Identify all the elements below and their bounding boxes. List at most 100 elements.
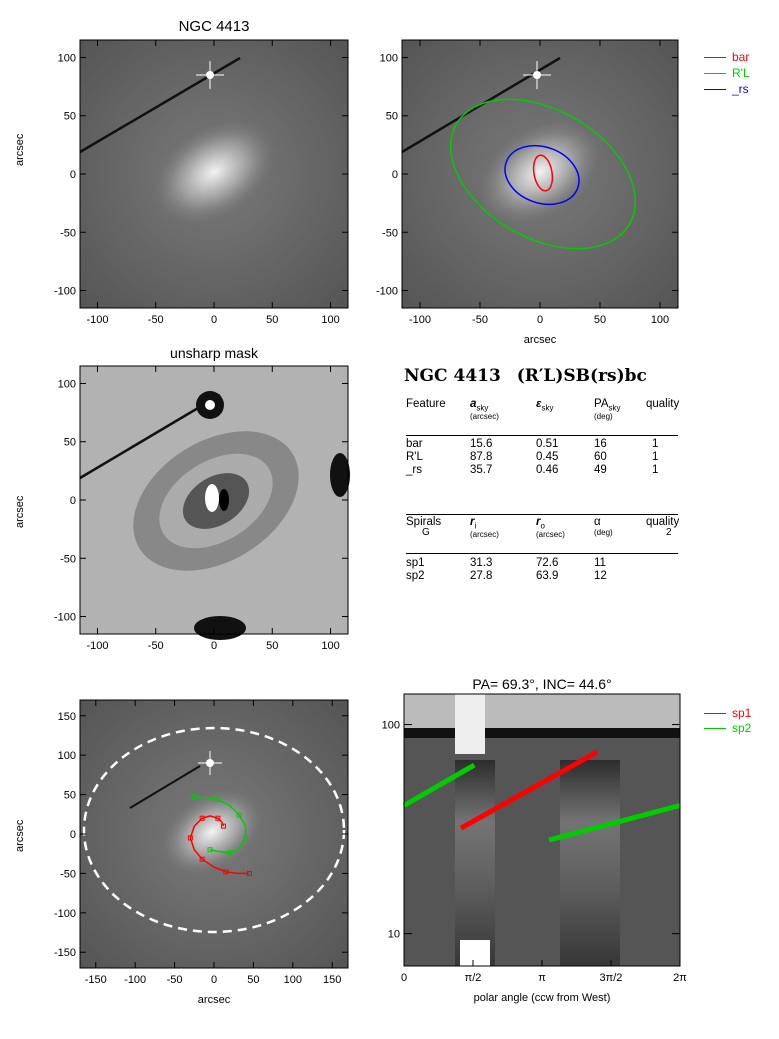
spiral-marker — [199, 856, 205, 862]
legend-line — [704, 713, 726, 714]
x-tick-label: -50 — [148, 640, 164, 652]
spiral-marker — [243, 835, 249, 841]
x-tick-label: -100 — [124, 974, 146, 986]
table-cell: R'L — [406, 451, 423, 463]
legend-label: sp1 — [732, 706, 752, 720]
panel2-frame — [401, 39, 679, 309]
table-cell: 1 — [652, 464, 659, 476]
spiral-sp2 — [194, 796, 247, 854]
y-tick-label: 0 — [392, 169, 398, 181]
table-cell: 0.45 — [536, 451, 559, 463]
x-tick-label: -100 — [409, 314, 431, 326]
x-tick-label: 50 — [266, 640, 278, 652]
features-rule — [406, 435, 678, 436]
table-cell: 0.51 — [536, 438, 559, 450]
panel6-title: PA= 69.3°, INC= 44.6° — [472, 676, 612, 692]
spiral-marker — [207, 847, 213, 853]
spiral-marker — [220, 823, 226, 829]
header-quality: quality 2 — [646, 516, 680, 538]
panel2-xlabel: arcsec — [523, 334, 557, 346]
x-tick-label: π/2 — [465, 972, 482, 984]
x-tick-label: -50 — [472, 314, 488, 326]
y-tick-label: -50 — [60, 868, 76, 880]
polar-line-sp2 — [548, 803, 681, 843]
x-tick-label: -50 — [167, 974, 183, 986]
y-tick-label: 100 — [382, 720, 400, 732]
y-tick-label: 0 — [70, 495, 76, 507]
x-tick-label: 0 — [211, 640, 217, 652]
spirals-header: Spirals G ri (arcsec) ro (arcsec) α (deg… — [406, 516, 680, 550]
x-tick-label: 100 — [321, 640, 339, 652]
legend-item-sp1: sp1 — [704, 706, 774, 721]
x-tick-label: -150 — [85, 974, 107, 986]
spiral-marker — [191, 794, 197, 800]
y-tick-label: -100 — [54, 908, 76, 920]
y-tick-label: 100 — [58, 52, 76, 64]
galaxy-name: NGC 4413 — [404, 366, 501, 386]
deprojected-ellipse — [82, 726, 346, 934]
spiral-marker — [215, 796, 221, 802]
panel3-ylabel: arcsec — [14, 495, 26, 528]
polar-line-sp1 — [459, 749, 599, 831]
spiral-arms — [187, 794, 252, 876]
legend-item-rs: _rs — [704, 82, 774, 98]
header-alpha: α (deg) — [594, 516, 613, 537]
legend-line — [704, 89, 726, 90]
polar-line-sp2 — [402, 762, 476, 808]
table-cell: 35.7 — [470, 464, 493, 476]
spiral-marker — [227, 850, 233, 856]
legend-line — [704, 57, 726, 58]
x-tick-label: -50 — [148, 314, 164, 326]
legend-bottom: sp1 sp2 — [704, 706, 774, 736]
legend-label: _rs — [732, 82, 749, 96]
x-tick-label: 0 — [537, 314, 543, 326]
y-tick-label: 50 — [386, 111, 398, 123]
y-tick-label: 50 — [64, 111, 76, 123]
x-tick-label: 100 — [321, 314, 339, 326]
legend-label: R'L — [732, 66, 750, 80]
spiral-marker — [215, 815, 221, 821]
table-cell: 16 — [594, 438, 607, 450]
x-tick-label: 2π — [673, 972, 687, 984]
header-ri: ri (arcsec) — [470, 516, 499, 540]
spiral-marker — [246, 870, 252, 876]
x-tick-label: 50 — [247, 974, 259, 986]
table-cell: 15.6 — [470, 438, 493, 450]
table-cell: _rs — [406, 464, 422, 476]
spiral-sp1 — [189, 815, 250, 875]
table-cell: 11 — [594, 557, 606, 569]
table-cell: sp2 — [406, 570, 425, 582]
legend-item-rl: R'L — [704, 66, 774, 82]
header-pasky: PAsky (deg) — [594, 398, 621, 422]
table-cell: 72.6 — [536, 557, 559, 569]
table-cell: 12 — [594, 570, 607, 582]
x-tick-label: 50 — [594, 314, 606, 326]
classification-heading: NGC 4413 (R′L)SB(rs)bc — [404, 366, 647, 386]
table-cell: 1 — [652, 438, 659, 450]
panel3-title: unsharp mask — [170, 345, 258, 361]
spirals-rule — [406, 553, 678, 554]
y-tick-label: 100 — [58, 378, 76, 390]
panel5-xlabel: arcsec — [197, 994, 231, 1006]
header-spirals: Spirals G — [406, 516, 442, 538]
table-cell: 0.46 — [536, 464, 559, 476]
polar-spiral-lines — [402, 749, 681, 843]
table-cell: 31.3 — [470, 557, 493, 569]
y-tick-label: 0 — [70, 829, 76, 841]
y-tick-label: 150 — [58, 711, 76, 723]
x-tick-label: 100 — [284, 974, 302, 986]
panel5-ylabel: arcsec — [14, 819, 26, 852]
x-tick-label: 0 — [401, 972, 407, 984]
y-tick-label: -100 — [376, 286, 398, 298]
legend-line — [704, 728, 726, 729]
ellipse-rs — [504, 144, 580, 206]
panel6-frame — [402, 693, 681, 967]
y-tick-label: -100 — [54, 286, 76, 298]
panel1-title: NGC 4413 — [178, 18, 250, 35]
table-cell: sp1 — [406, 557, 425, 569]
header-quality: quality — [646, 398, 680, 410]
x-tick-label: 3π/2 — [600, 972, 623, 984]
spirals-top-rule — [406, 514, 678, 515]
y-tick-label: 10 — [388, 929, 400, 941]
